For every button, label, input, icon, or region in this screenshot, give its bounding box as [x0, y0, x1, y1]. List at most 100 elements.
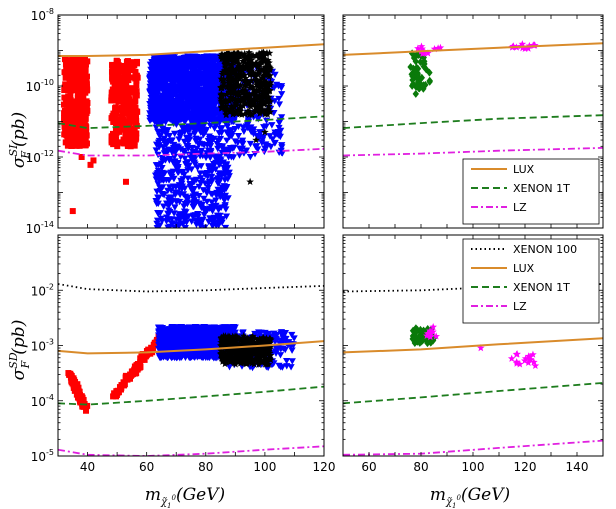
point-triangle: [201, 70, 209, 78]
point-star: [226, 107, 234, 115]
point-star: [424, 49, 432, 57]
point-diamond: [407, 63, 414, 72]
point-star: [230, 85, 239, 93]
point-square: [114, 58, 121, 65]
point-triangle: [278, 142, 286, 149]
point-triangle: [244, 124, 252, 132]
point-triangle: [203, 141, 211, 149]
point-triangle: [146, 104, 155, 112]
point-diamond: [409, 79, 417, 88]
point-triangle: [262, 123, 270, 130]
point-diamond: [426, 76, 433, 85]
point-square: [132, 105, 139, 112]
point-star: [262, 50, 271, 58]
point-triangle: [160, 73, 168, 81]
point-square: [127, 371, 134, 378]
point-triangle: [171, 224, 179, 228]
point-triangle: [187, 82, 196, 89]
point-square: [129, 115, 136, 122]
point-star: [218, 76, 227, 85]
point-triangle: [209, 83, 217, 90]
point-star: [233, 48, 242, 57]
point-triangle: [210, 214, 218, 222]
point-triangle: [183, 199, 191, 207]
point-triangle: [258, 139, 266, 147]
point-square: [73, 383, 80, 390]
point-square: [112, 106, 119, 113]
point-star: [238, 87, 247, 95]
point-square: [114, 387, 121, 394]
point-triangle: [191, 156, 199, 163]
point-star: [255, 93, 263, 102]
point-star: [238, 335, 246, 343]
point-star: [237, 103, 245, 112]
point-triangle: [240, 128, 248, 135]
point-triangle: [154, 195, 163, 202]
point-triangle: [288, 331, 296, 339]
point-triangle: [214, 145, 222, 153]
point-triangle: [279, 338, 287, 345]
point-star: [241, 99, 250, 107]
point-square: [66, 105, 73, 112]
point-triangle: [175, 184, 183, 192]
point-triangle: [164, 354, 172, 361]
point-triangle: [181, 155, 189, 162]
point-triangle: [178, 352, 187, 360]
point-triangle: [171, 158, 179, 165]
point-triangle: [205, 105, 213, 112]
point-triangle: [160, 87, 168, 95]
point-triangle: [151, 89, 159, 96]
point-triangle: [186, 126, 194, 133]
point-star: [264, 102, 273, 110]
point-star: [244, 59, 253, 68]
point-triangle: [153, 220, 161, 228]
point-square: [60, 101, 67, 108]
point-star: [265, 58, 273, 67]
point-triangle: [148, 98, 156, 105]
point-triangle: [148, 116, 156, 123]
point-square: [132, 75, 139, 82]
point-square: [121, 108, 128, 115]
point-triangle: [160, 93, 169, 101]
point-triangle: [236, 145, 244, 153]
point-square: [121, 80, 128, 87]
point-triangle: [177, 344, 185, 352]
point-star: [236, 95, 245, 103]
point-star: [259, 65, 268, 73]
point-triangle: [173, 65, 181, 73]
point-square: [63, 73, 70, 80]
point-star: [256, 79, 265, 87]
point-square: [131, 142, 138, 149]
point-triangle: [175, 136, 183, 143]
point-square: [128, 368, 135, 375]
point-triangle: [172, 121, 181, 129]
point-star: [266, 78, 275, 86]
legend-label: LUX: [513, 163, 535, 176]
point-star: [251, 76, 260, 84]
point-square: [78, 84, 85, 91]
point-triangle: [216, 125, 224, 132]
point-square: [68, 57, 75, 64]
point-triangle: [196, 221, 205, 228]
point-star: [247, 56, 256, 64]
point-triangle: [159, 65, 167, 72]
point-star: [238, 96, 247, 104]
point-square: [67, 92, 74, 99]
point-square: [73, 65, 80, 72]
point-triangle: [168, 328, 176, 335]
point-triangle: [194, 164, 202, 171]
point-star: [241, 63, 250, 71]
legend-label: XENON 1T: [513, 182, 570, 195]
point-star: [243, 94, 251, 102]
point-triangle: [275, 362, 283, 370]
point-triangle: [271, 139, 279, 147]
point-star: [229, 77, 237, 86]
point-star: [218, 98, 226, 106]
point-star: [219, 75, 228, 83]
point-square: [124, 76, 131, 83]
point-triangle: [274, 82, 283, 90]
point-triangle: [199, 131, 208, 139]
point-triangle: [197, 65, 205, 72]
point-triangle: [189, 203, 197, 211]
